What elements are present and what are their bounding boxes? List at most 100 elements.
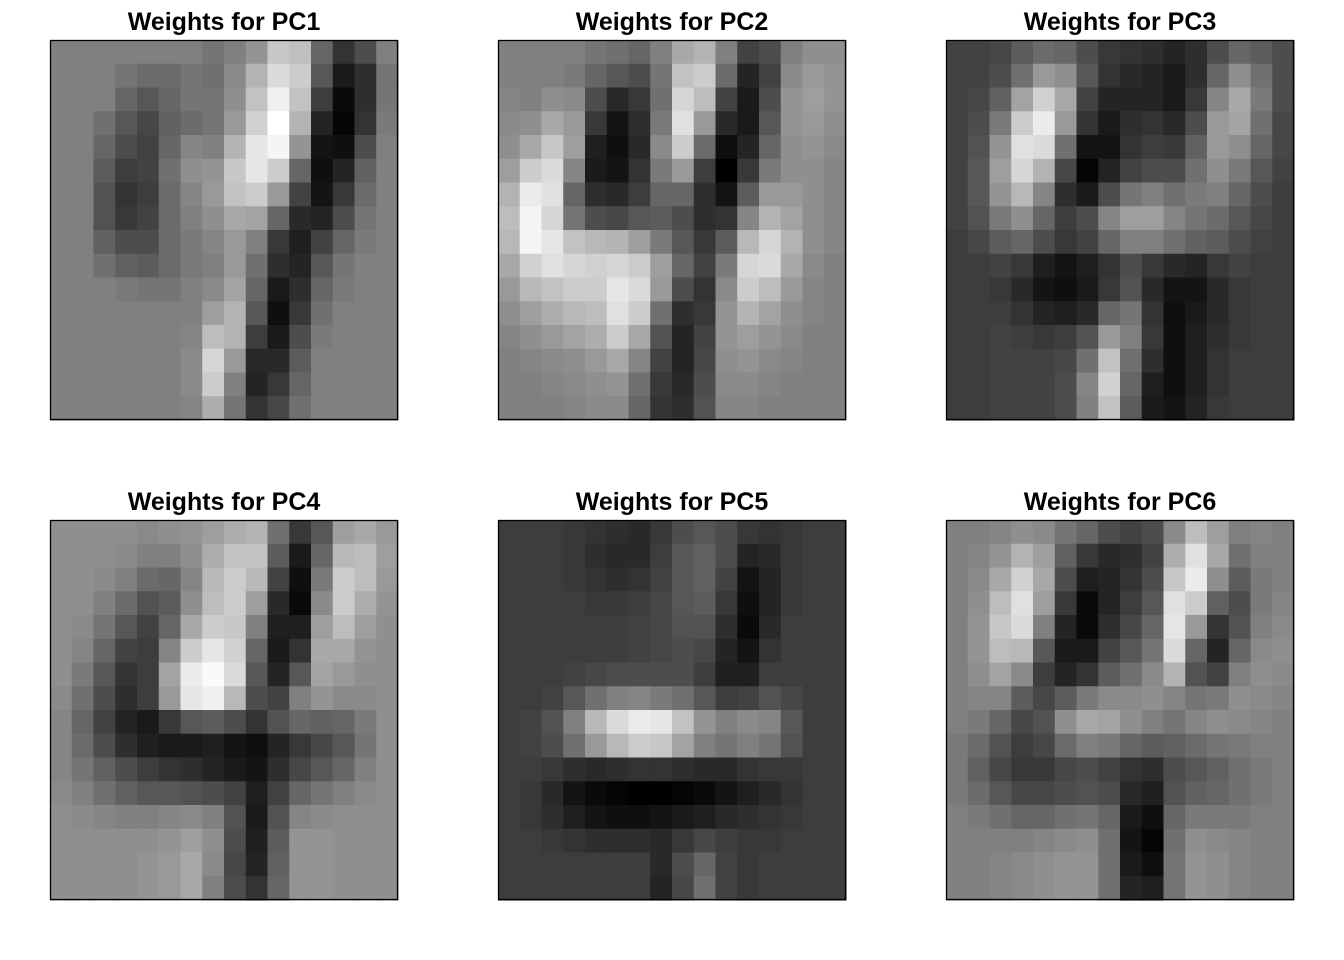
heatmap-cell	[1076, 372, 1099, 397]
heatmap-cell	[780, 182, 804, 207]
heatmap-cell	[737, 828, 760, 854]
heatmap-cell	[1011, 372, 1034, 397]
heatmap-cell	[137, 733, 160, 759]
heatmap-cell	[946, 615, 969, 640]
heatmap-cell	[376, 158, 399, 184]
heatmap-cell	[650, 781, 673, 806]
heatmap-cell	[780, 567, 804, 592]
heatmap-cell	[519, 158, 543, 184]
heatmap-cell	[519, 135, 543, 160]
heatmap-cell	[354, 757, 377, 782]
heatmap-cell	[354, 615, 377, 640]
heatmap-cell	[1076, 852, 1099, 877]
heatmap-cell	[946, 805, 969, 830]
heatmap-cell	[50, 520, 73, 545]
heatmap-cell	[332, 520, 356, 545]
heatmap-cell	[585, 520, 608, 545]
heatmap-cell	[650, 686, 673, 711]
heatmap-cell	[967, 40, 991, 65]
heatmap-cell	[1207, 301, 1230, 326]
heatmap-cell	[1141, 733, 1165, 759]
heatmap-cell	[519, 325, 543, 350]
heatmap-cell	[759, 567, 782, 592]
heatmap-cell	[376, 111, 399, 136]
heatmap-cell	[1272, 87, 1295, 112]
heatmap-cell	[1120, 135, 1143, 160]
heatmap-cell	[498, 710, 521, 735]
heatmap-cell	[180, 63, 203, 89]
heatmap-cell	[50, 253, 73, 279]
heatmap-cell	[311, 325, 334, 350]
heatmap-cell	[585, 325, 608, 350]
heatmap-cell	[245, 828, 269, 854]
heatmap-cell	[202, 325, 225, 350]
heatmap-cell	[1228, 230, 1252, 255]
heatmap-cell	[93, 662, 116, 687]
heatmap-cell	[1076, 757, 1099, 782]
heatmap-cell	[202, 520, 225, 545]
heatmap-cell	[737, 520, 760, 545]
heatmap-cell	[267, 135, 290, 160]
heatmap-cell	[50, 781, 73, 806]
heatmap-cell	[628, 277, 651, 302]
heatmap-cell	[332, 852, 356, 877]
heatmap-cell	[1250, 301, 1273, 326]
heatmap-cell	[737, 87, 760, 112]
heatmap-cell	[1228, 733, 1252, 759]
heatmap-cell	[759, 805, 782, 830]
heatmap-cell	[1011, 543, 1034, 569]
heatmap-cell	[245, 206, 269, 231]
heatmap-cell	[519, 781, 543, 806]
heatmap-cell	[202, 710, 225, 735]
heatmap-cell	[289, 135, 312, 160]
heatmap-cell	[759, 876, 782, 901]
heatmap-cell	[224, 348, 247, 374]
heatmap-cell	[563, 135, 586, 160]
heatmap-cell	[585, 710, 608, 735]
heatmap-cell	[1033, 876, 1056, 901]
heatmap-cell	[158, 852, 182, 877]
heatmap-cell	[802, 348, 825, 374]
heatmap-cell	[759, 206, 782, 231]
heatmap-cell	[780, 396, 804, 421]
heatmap-cell	[115, 520, 138, 545]
heatmap-cell	[1228, 567, 1252, 592]
heatmap-cell	[1163, 206, 1186, 231]
heatmap-cell	[1228, 710, 1252, 735]
heatmap-cell	[311, 876, 334, 901]
heatmap-cell	[1033, 757, 1056, 782]
heatmap-cell	[780, 710, 804, 735]
heatmap-cell	[715, 686, 738, 711]
heatmap-cell	[563, 111, 586, 136]
heatmap-cell	[519, 520, 543, 545]
heatmap-cell	[1098, 253, 1121, 279]
heatmap-cell	[50, 686, 73, 711]
heatmap-cell	[311, 301, 334, 326]
heatmap-cell	[332, 277, 356, 302]
heatmap-cell	[541, 230, 564, 255]
heatmap-cell	[780, 852, 804, 877]
heatmap-cell	[332, 206, 356, 231]
heatmap-cell	[1141, 567, 1165, 592]
heatmap-cell	[158, 567, 182, 592]
heatmap-cell	[289, 206, 312, 231]
heatmap-cell	[93, 757, 116, 782]
heatmap-cell	[1141, 111, 1165, 136]
heatmap-cell	[1228, 277, 1252, 302]
heatmap-cell	[1250, 757, 1273, 782]
heatmap-cell	[1207, 325, 1230, 350]
heatmap-cell	[289, 710, 312, 735]
heatmap-cell	[354, 87, 377, 112]
heatmap-cell	[158, 543, 182, 569]
heatmap-cell	[628, 348, 651, 374]
heatmap-cell	[563, 828, 586, 854]
heatmap-cell	[519, 206, 543, 231]
heatmap-cell	[1141, 182, 1165, 207]
heatmap-cell	[267, 40, 290, 65]
heatmap-cell	[332, 710, 356, 735]
heatmap-cell	[672, 520, 695, 545]
heatmap-cell	[1185, 325, 1208, 350]
heatmap-cell	[759, 396, 782, 421]
heatmap-cell	[1163, 828, 1186, 854]
heatmap-cell	[1163, 111, 1186, 136]
